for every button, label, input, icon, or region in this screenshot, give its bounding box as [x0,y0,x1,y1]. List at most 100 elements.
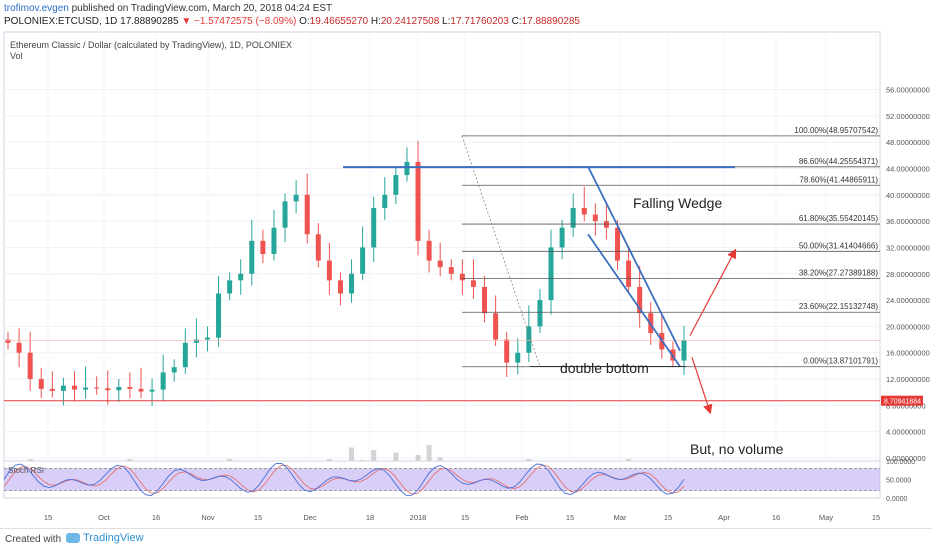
price-chart-svg[interactable]: 100.00%(48.95707542) 86.60%(44.25554371) 7… [0,30,932,528]
candle-body [71,385,77,390]
time-tick-label: Apr [718,513,730,522]
candle-body [548,247,554,301]
candle-body [448,267,454,274]
time-tick-label: Feb [516,513,529,522]
fib-level-label: 38.20%(27.27389188) [799,269,879,278]
price-tick-label: 24.00000000 [886,296,930,305]
time-tick-label: 2018 [410,513,427,522]
double-bottom-annotation: double bottom [560,360,649,376]
time-tick-label: Nov [201,513,215,522]
candle-body [105,388,111,391]
candle-body [182,342,188,368]
candle-body [160,372,166,390]
price-tick-label: 20.00000000 [886,322,930,331]
brand-label: TradingView [83,532,144,544]
candle-body [60,385,66,391]
candle-body [415,161,421,241]
candle-body [470,280,476,287]
support-price-label: 8.70941884 [884,399,921,406]
candle-body [360,247,366,274]
fib-trend-line [461,135,541,367]
time-tick-label: 15 [254,513,262,522]
candle-body [238,273,244,281]
tradingview-logo-icon [66,533,80,543]
candle-body [27,352,33,380]
candle-body [459,273,465,281]
candle-body [293,194,299,202]
price-change: −1.57472575 (−8.09%) [194,16,297,27]
candle-body [559,227,565,248]
candle-body [94,387,100,389]
stoch-rsi-label: Stoch RSI [8,466,44,475]
candle-body [482,286,488,314]
time-axis: 15 Oct 16 Nov 15 Dec 18 2018 15 Feb 15 Mar 15 Apr 16 Ma… [44,513,880,522]
candle-body [382,194,388,208]
price-axis: 56.00000000 52.00000000 48.00000000 44.0000… [881,86,930,463]
high-label: H: [370,16,381,27]
candles [5,140,687,407]
price-tick-label: 28.00000000 [886,270,930,279]
candle-body [149,389,155,392]
stoch-rsi-pane: 100.0000 50.0000 0.0000 [3,459,915,503]
candle-body [493,313,499,340]
rsi-tick-label: 50.0000 [886,478,911,485]
publish-line: trofimov.evgen published on TradingView.… [4,3,332,14]
candle-body [49,388,55,391]
candle-body [171,367,177,373]
candle-body [626,260,632,287]
author-link[interactable]: trofimov.evgen [4,3,69,14]
high-value: 20.24127508 [380,16,440,27]
fib-level-label: 100.00%(48.95707542) [794,126,878,135]
candle-body [515,352,521,363]
close-label: C: [511,16,522,27]
candle-body [437,260,443,268]
time-tick-label: 15 [44,513,52,522]
candle-body [116,386,122,391]
candle-body [326,260,332,281]
price-tick-label: 56.00000000 [886,86,930,95]
candle-body [504,339,510,363]
candle-body [349,273,355,294]
candle-body [138,388,144,392]
candle-body [337,280,343,294]
candle-body [315,234,321,261]
no-volume-annotation: But, no volume [690,441,784,457]
candle-body [216,293,222,338]
last-price: 17.88890285 [120,16,179,27]
candle-body [537,300,543,327]
rsi-band [4,468,880,491]
time-tick-label: Mar [614,513,627,522]
candle-body [249,240,255,274]
time-tick-label: 15 [461,513,469,522]
quote-line: POLONIEX:ETCUSD, 1D 17.88890285 ▼ −1.574… [4,16,580,27]
open-value: 19.46655270 [309,16,369,27]
fib-level-label: 0.00%(13.87101791) [803,357,878,366]
symbol-label: POLONIEX:ETCUSD, 1D [4,16,118,27]
footer-bar: Created with TradingView [0,528,932,551]
down-arrow-icon: ▼ [181,16,192,27]
price-tick-label: 16.00000000 [886,349,930,358]
candle-body [5,339,11,343]
price-tick-label: 44.00000000 [886,164,930,173]
candle-body [371,207,377,248]
tradingview-brand[interactable]: TradingView [66,532,144,544]
wedge-upper-line [587,166,681,352]
rsi-tick-label: 100.0000 [886,459,915,466]
wedge-lower-line [587,233,681,368]
price-tick-label: 52.00000000 [886,112,930,121]
candle-body [38,379,44,389]
fib-level-label: 86.60%(44.25554371) [799,157,879,166]
candle-body [204,337,210,340]
price-tick-label: 40.00000000 [886,191,930,200]
time-tick-label: 15 [872,513,880,522]
grid-lines [4,32,880,492]
fib-level-label: 23.60%(22.15132748) [799,302,879,311]
fib-level-label: 50.00%(31.41404666) [799,241,879,250]
time-tick-label: 15 [664,513,672,522]
falling-wedge-annotation: Falling Wedge [633,195,722,211]
time-tick-label: May [819,513,833,522]
chart-area[interactable]: 100.00%(48.95707542) 86.60%(44.25554371) 7… [0,30,932,528]
price-tick-label: 32.00000000 [886,243,930,252]
time-tick-label: 16 [772,513,780,522]
candle-body [570,207,576,228]
